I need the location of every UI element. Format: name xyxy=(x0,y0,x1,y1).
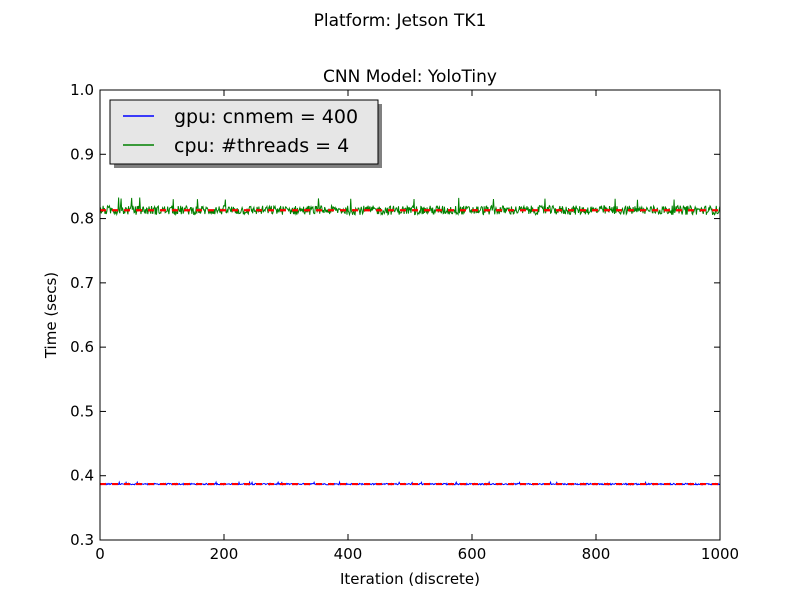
legend-label-cpu: cpu: #threads = 4 xyxy=(174,135,349,157)
y-tick-label: 0.4 xyxy=(70,467,94,485)
y-tick-label: 0.6 xyxy=(70,338,94,356)
y-tick-label: 0.9 xyxy=(70,145,94,163)
y-tick-label: 1.0 xyxy=(70,81,94,99)
x-tick-label: 400 xyxy=(334,545,363,563)
y-tick-label: 0.3 xyxy=(70,531,94,549)
legend: gpu: cnmem = 400 cpu: #threads = 4 xyxy=(109,99,382,168)
chart-title: CNN Model: YoloTiny xyxy=(323,67,497,87)
y-axis-label: Time (secs) xyxy=(42,272,60,359)
x-tick-label: 200 xyxy=(210,545,239,563)
figure-suptitle: Platform: Jetson TK1 xyxy=(314,11,487,31)
legend-label-gpu: gpu: cnmem = 400 xyxy=(174,106,358,128)
y-tick-label: 0.5 xyxy=(70,402,94,420)
x-tick-label: 600 xyxy=(458,545,487,563)
axis-tick-labels: 0 200 400 600 800 1000 0.3 0.4 0.5 0.6 0.7 0.8 0.9 1.… xyxy=(70,81,739,563)
y-tick-label: 0.7 xyxy=(70,274,94,292)
x-tick-label: 0 xyxy=(95,545,105,563)
x-tick-label: 1000 xyxy=(701,545,739,563)
series-layer xyxy=(99,197,721,486)
x-tick-label: 800 xyxy=(582,545,611,563)
series-line-cpu xyxy=(99,197,721,217)
y-tick-label: 0.8 xyxy=(70,210,94,228)
x-axis-label: Iteration (discrete) xyxy=(340,570,480,588)
legend-box xyxy=(109,99,379,165)
plot-frame xyxy=(99,89,721,541)
